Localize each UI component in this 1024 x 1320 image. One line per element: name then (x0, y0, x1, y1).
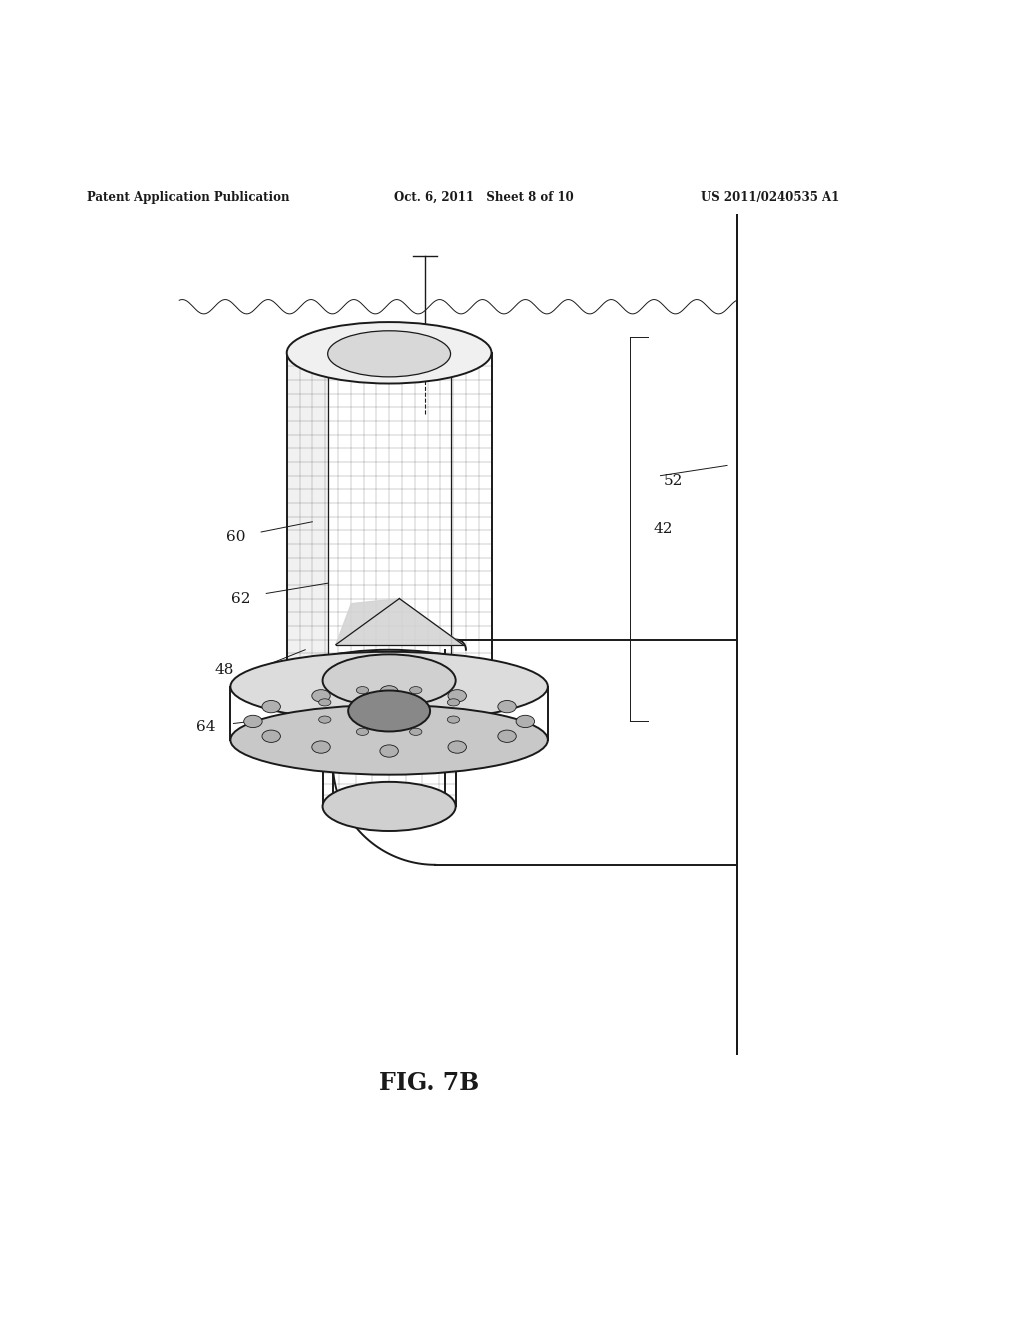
Ellipse shape (447, 698, 460, 706)
Ellipse shape (447, 715, 460, 723)
Ellipse shape (380, 685, 398, 698)
Text: 42: 42 (653, 521, 673, 536)
Ellipse shape (230, 705, 548, 775)
Ellipse shape (311, 741, 330, 754)
Ellipse shape (323, 655, 456, 706)
Ellipse shape (356, 686, 369, 694)
Text: 52: 52 (664, 474, 683, 488)
Ellipse shape (244, 715, 262, 727)
Ellipse shape (410, 729, 422, 735)
Ellipse shape (449, 689, 467, 702)
Ellipse shape (287, 649, 492, 711)
Ellipse shape (262, 701, 281, 713)
Ellipse shape (498, 701, 516, 713)
Ellipse shape (410, 686, 422, 694)
Text: 64: 64 (196, 719, 215, 734)
Ellipse shape (318, 715, 331, 723)
Text: Oct. 6, 2011   Sheet 8 of 10: Oct. 6, 2011 Sheet 8 of 10 (394, 191, 574, 205)
Ellipse shape (318, 698, 331, 706)
Ellipse shape (328, 331, 451, 378)
Polygon shape (336, 598, 463, 644)
Polygon shape (287, 352, 328, 681)
Text: US 2011/0240535 A1: US 2011/0240535 A1 (701, 191, 840, 205)
Ellipse shape (516, 715, 535, 727)
Ellipse shape (498, 730, 516, 742)
Ellipse shape (287, 322, 492, 384)
Text: Patent Application Publication: Patent Application Publication (87, 191, 290, 205)
Ellipse shape (356, 729, 369, 735)
Text: 60: 60 (226, 531, 246, 544)
Ellipse shape (380, 744, 398, 758)
Ellipse shape (230, 652, 548, 722)
Ellipse shape (311, 689, 330, 702)
Text: 48: 48 (214, 663, 233, 677)
Ellipse shape (262, 730, 281, 742)
Text: 62: 62 (231, 591, 251, 606)
Ellipse shape (348, 690, 430, 731)
Text: FIG. 7B: FIG. 7B (379, 1072, 479, 1096)
Ellipse shape (449, 741, 467, 754)
Ellipse shape (323, 781, 456, 832)
